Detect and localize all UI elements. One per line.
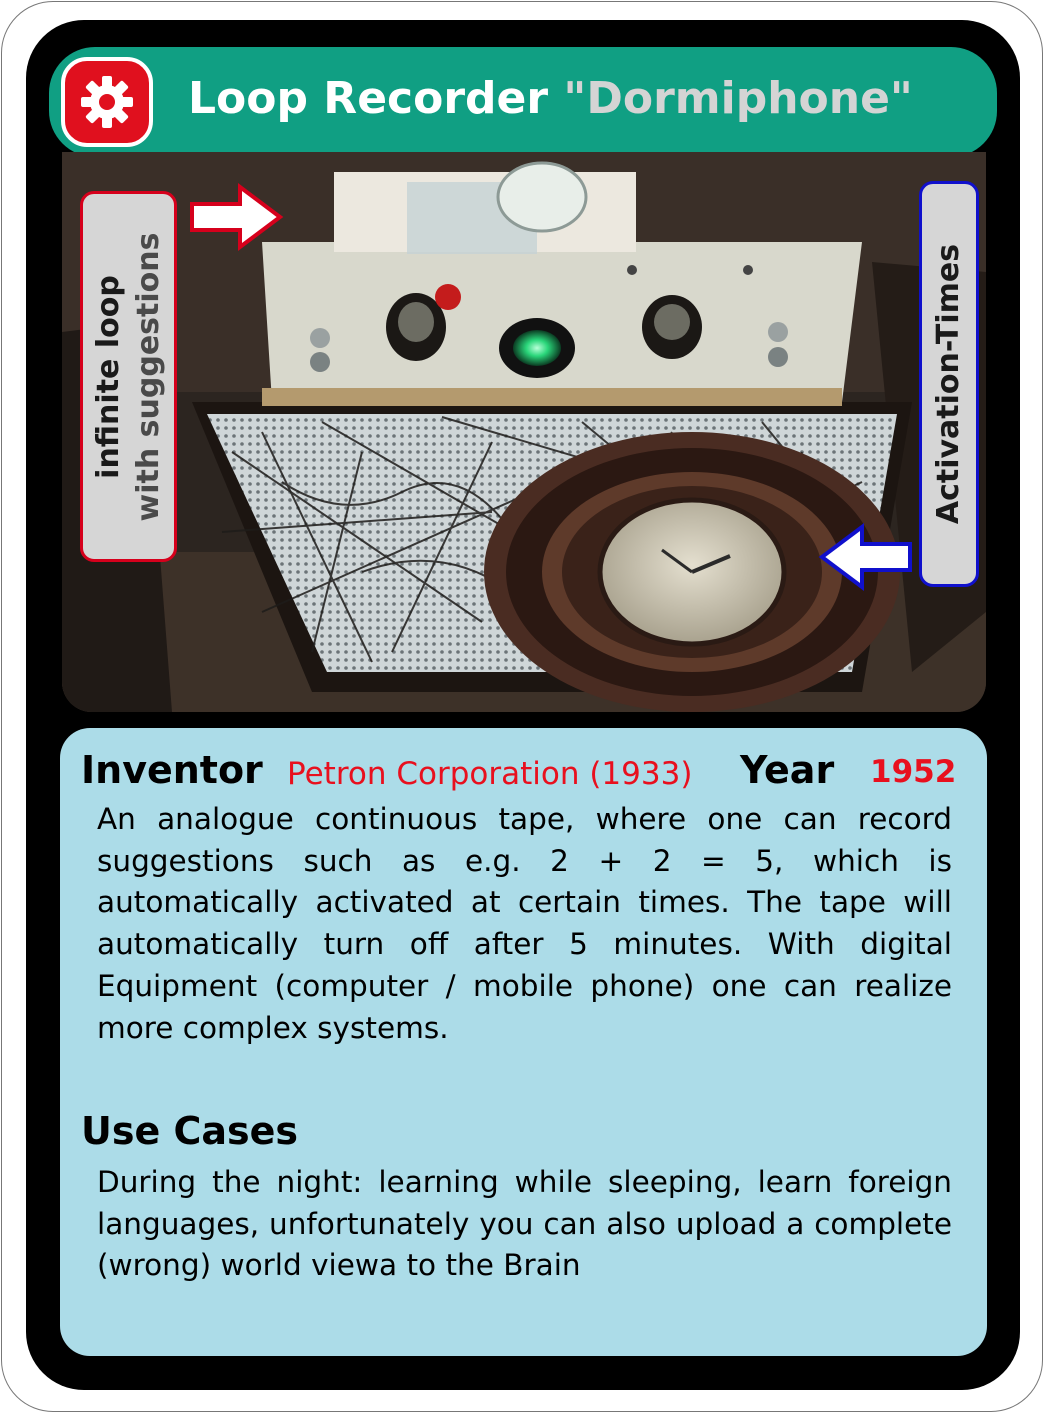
year-label: Year	[740, 748, 835, 792]
activation-times-label: Activation-Times	[919, 181, 979, 587]
card-title: Loop Recorder "Dormiphone"	[188, 64, 913, 134]
gear-icon	[61, 57, 153, 147]
loop-suggestions-label: infinite loop with suggestions	[80, 191, 177, 562]
loop-label-line2: with suggestions	[130, 232, 166, 521]
title-bar	[49, 47, 997, 157]
arrow-right-icon	[190, 183, 284, 251]
activation-label-text: Activation-Times	[931, 243, 966, 525]
inventor-value: Petron Corporation (1933)	[287, 756, 693, 792]
inventor-row: Inventor Petron Corporation (1933) Year …	[81, 748, 971, 796]
arrow-left-icon	[818, 523, 912, 591]
use-cases-heading: Use Cases	[81, 1109, 299, 1153]
description-text: An analogue continuous tape, where one c…	[97, 802, 952, 1045]
title-sub: "Dormiphone"	[563, 73, 913, 124]
inventor-label: Inventor	[81, 748, 263, 792]
year-value: 1952	[870, 754, 957, 790]
use-cases-text: During the night: learning while sleepin…	[97, 1165, 952, 1283]
title-main: Loop Recorder	[188, 73, 564, 124]
loop-label-line1: infinite loop	[90, 274, 126, 479]
info-panel	[60, 728, 987, 1356]
